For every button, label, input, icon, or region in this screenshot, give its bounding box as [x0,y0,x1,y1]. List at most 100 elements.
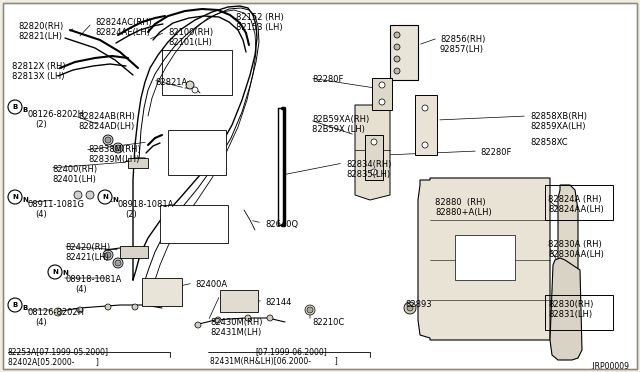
Text: 82402A[05.2000-         ]: 82402A[05.2000- ] [8,357,99,366]
FancyBboxPatch shape [142,278,182,306]
Circle shape [422,105,428,111]
Circle shape [77,307,83,313]
Text: 82430M(RH): 82430M(RH) [210,318,262,327]
Circle shape [379,99,385,105]
Text: 82821A: 82821A [155,78,188,87]
Circle shape [8,298,22,312]
Text: .IRP00009: .IRP00009 [590,362,629,371]
Text: 82210C: 82210C [312,318,344,327]
Circle shape [113,143,123,153]
FancyBboxPatch shape [365,135,383,180]
Circle shape [422,142,428,148]
Text: 82859XA(LH): 82859XA(LH) [530,122,586,131]
Circle shape [115,145,121,151]
Text: 82431M(LH): 82431M(LH) [210,328,261,337]
Circle shape [8,190,22,204]
Circle shape [98,190,112,204]
Text: 82B59XA(RH): 82B59XA(RH) [312,115,369,124]
Circle shape [48,265,62,279]
Text: 82280F: 82280F [312,75,344,84]
Circle shape [132,304,138,310]
Text: N: N [62,270,68,276]
FancyBboxPatch shape [168,130,226,175]
Text: 82858XB(RH): 82858XB(RH) [530,112,587,121]
Text: 82821(LH): 82821(LH) [18,32,62,41]
Text: 82421(LH): 82421(LH) [65,253,109,262]
Text: 82144: 82144 [265,298,291,307]
Circle shape [394,44,400,50]
Text: 82253A[07.1999-05.2000]: 82253A[07.1999-05.2000] [8,347,109,356]
Text: 82880  (RH): 82880 (RH) [435,198,486,207]
Text: 82153 (LH): 82153 (LH) [236,23,283,32]
Circle shape [74,191,82,199]
Text: 82820(RH): 82820(RH) [18,22,63,31]
Text: 82824AD(LH): 82824AD(LH) [78,122,134,131]
FancyBboxPatch shape [415,95,437,155]
Circle shape [113,258,123,268]
Text: 82838M(RH): 82838M(RH) [88,145,141,154]
Circle shape [54,308,62,316]
Polygon shape [558,185,578,345]
Text: 82839M(LH): 82839M(LH) [88,155,140,164]
Circle shape [105,252,111,258]
FancyBboxPatch shape [220,290,258,312]
Text: 82813X (LH): 82813X (LH) [12,72,65,81]
Text: 82640Q: 82640Q [265,220,298,229]
Circle shape [115,260,121,266]
Text: 82100(RH): 82100(RH) [168,28,213,37]
FancyBboxPatch shape [3,3,637,369]
Text: (2): (2) [35,120,47,129]
Text: 82856(RH): 82856(RH) [440,35,485,44]
Circle shape [394,56,400,62]
Text: 82830(RH): 82830(RH) [548,300,593,309]
Text: N: N [12,194,18,200]
Circle shape [105,304,111,310]
Text: 82B59X (LH): 82B59X (LH) [312,125,365,134]
Text: N: N [22,197,28,203]
Circle shape [192,87,198,93]
Text: 82834(RH): 82834(RH) [346,160,392,169]
Text: 08126-8202H: 08126-8202H [28,110,85,119]
Text: 08911-1081G: 08911-1081G [28,200,85,209]
Circle shape [394,32,400,38]
Polygon shape [418,178,550,340]
Text: B: B [12,104,18,110]
FancyBboxPatch shape [120,246,148,258]
Circle shape [105,137,111,143]
Text: 82824AC(RH): 82824AC(RH) [95,18,152,27]
Text: (4): (4) [75,285,87,294]
Text: 82812X (RH): 82812X (RH) [12,62,66,71]
Text: 08918-1081A: 08918-1081A [118,200,174,209]
Text: 08918-1081A: 08918-1081A [65,275,122,284]
Text: 82880+A(LH): 82880+A(LH) [435,208,492,217]
Circle shape [407,305,413,311]
Circle shape [215,317,221,323]
Text: 82152 (RH): 82152 (RH) [236,13,284,22]
FancyBboxPatch shape [128,158,148,168]
Text: 82824AB(RH): 82824AB(RH) [78,112,135,121]
Polygon shape [550,258,582,360]
Circle shape [86,191,94,199]
Text: 82280F: 82280F [480,148,511,157]
Circle shape [404,302,416,314]
Circle shape [245,315,251,321]
Circle shape [371,169,377,175]
Text: 82420(RH): 82420(RH) [65,243,110,252]
Circle shape [394,68,400,74]
Polygon shape [355,105,390,200]
Text: 82400A: 82400A [195,280,227,289]
FancyBboxPatch shape [390,25,418,80]
Circle shape [103,250,113,260]
Text: 08126-8202H: 08126-8202H [28,308,85,317]
Text: B: B [22,107,28,113]
Text: 82830AA(LH): 82830AA(LH) [548,250,604,259]
Text: 82431M(RH&LH)[06.2000-          ]: 82431M(RH&LH)[06.2000- ] [210,357,338,366]
Circle shape [195,322,201,328]
Circle shape [305,305,315,315]
Text: 82824AE(LH): 82824AE(LH) [95,28,150,37]
Circle shape [307,307,313,313]
Text: B: B [22,305,28,311]
Text: 82101(LH): 82101(LH) [168,38,212,47]
Circle shape [186,81,194,89]
Text: 82830A (RH): 82830A (RH) [548,240,602,249]
